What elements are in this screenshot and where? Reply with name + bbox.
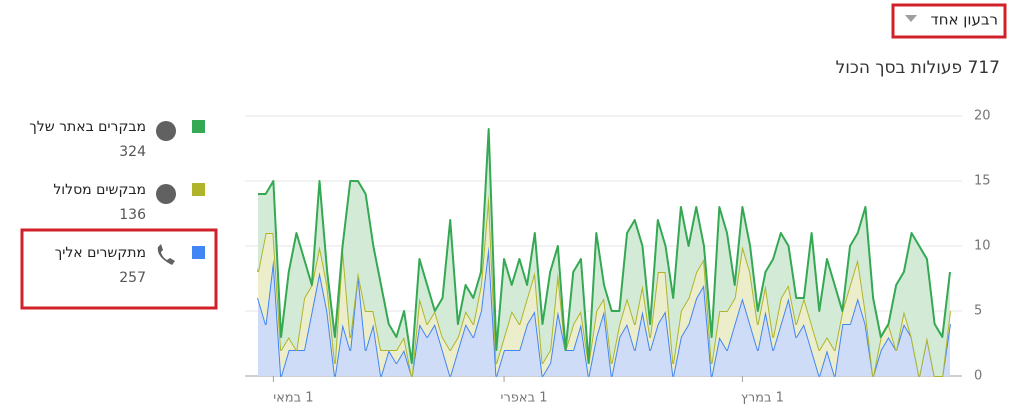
dropdown-arrow (905, 15, 917, 22)
legend-total: 136 (119, 207, 146, 223)
x-tick-label: 1 באפרי (501, 391, 548, 406)
y-tick-label: 10 (974, 239, 991, 254)
y-tick-label: 0 (974, 369, 982, 384)
series-line (258, 128, 951, 364)
area (258, 194, 950, 376)
y-tick-label: 15 (974, 174, 991, 189)
legend-icon (156, 184, 176, 204)
legend-item[interactable]: מבקשים מסלול 136 (53, 182, 205, 223)
y-tick-label: 5 (974, 304, 982, 319)
legend-total: 257 (119, 270, 146, 286)
x-tick-label: 1 במרץ (741, 391, 784, 406)
x-tick-label: 1 במאי (273, 391, 313, 406)
legend-swatch (192, 120, 205, 133)
legend-swatch (192, 183, 205, 196)
period-dropdown[interactable]: רבעון אחד (905, 11, 998, 29)
highlight-box (20, 228, 218, 310)
highlight-box (891, 3, 1007, 39)
legend-label: מתקשרים אליך (55, 245, 146, 261)
legend-item[interactable]: מתקשרים אליך 257 (55, 244, 205, 286)
area (258, 129, 950, 376)
chart-title: 717 פעולות בסך הכול (836, 58, 1000, 78)
dropdown-label[interactable]: רבעון אחד (931, 11, 999, 29)
legend-total: 324 (119, 144, 146, 160)
legend-item[interactable]: מבקרים באתר שלך 324 (29, 119, 205, 160)
legend-icon (156, 121, 176, 141)
legend-label: מבקרים באתר שלך (29, 119, 146, 135)
legend-label: מבקשים מסלול (53, 182, 146, 198)
y-tick-label: 20 (974, 109, 991, 124)
legend-swatch (192, 246, 205, 259)
legend-icon (157, 244, 175, 265)
